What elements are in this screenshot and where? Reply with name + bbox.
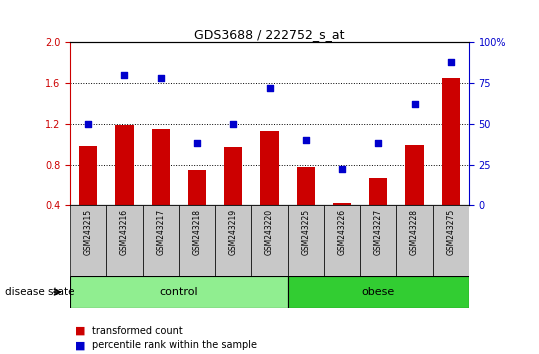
Point — [374, 141, 383, 146]
Point — [410, 102, 419, 107]
Bar — [115, 125, 134, 205]
Point — [446, 59, 455, 65]
Bar — [369, 178, 388, 205]
Text: percentile rank within the sample: percentile rank within the sample — [92, 340, 257, 350]
Bar — [224, 147, 243, 205]
Bar — [143, 205, 179, 276]
Bar — [215, 205, 251, 276]
Point — [120, 72, 129, 78]
Bar — [333, 203, 351, 205]
Text: GSM243228: GSM243228 — [410, 209, 419, 255]
Text: obese: obese — [362, 287, 395, 297]
Point — [192, 141, 201, 146]
Text: GSM243218: GSM243218 — [192, 209, 202, 255]
Bar — [151, 129, 170, 205]
Bar — [179, 205, 215, 276]
Text: GSM243225: GSM243225 — [301, 209, 310, 255]
Text: GSM243227: GSM243227 — [374, 209, 383, 255]
Point — [84, 121, 93, 127]
Point — [229, 121, 238, 127]
Text: ■: ■ — [75, 340, 86, 350]
Bar — [324, 205, 360, 276]
Text: GSM243216: GSM243216 — [120, 209, 129, 255]
Bar — [433, 205, 469, 276]
Bar — [360, 205, 396, 276]
Text: GSM243217: GSM243217 — [156, 209, 165, 255]
Point — [338, 167, 347, 172]
Bar — [70, 276, 288, 308]
Bar — [251, 205, 288, 276]
Bar — [288, 205, 324, 276]
Bar — [106, 205, 143, 276]
Text: GSM243226: GSM243226 — [337, 209, 347, 255]
Bar — [405, 145, 424, 205]
Bar — [188, 170, 206, 205]
Text: GSM243219: GSM243219 — [229, 209, 238, 255]
Text: disease state: disease state — [5, 287, 75, 297]
Point — [301, 137, 310, 143]
Bar — [296, 167, 315, 205]
Text: control: control — [160, 287, 198, 297]
Bar — [260, 131, 279, 205]
Text: ■: ■ — [75, 326, 86, 336]
Bar — [288, 276, 469, 308]
Text: GSM243215: GSM243215 — [84, 209, 93, 255]
Text: transformed count: transformed count — [92, 326, 182, 336]
Bar — [442, 78, 460, 205]
Text: GSM243275: GSM243275 — [446, 209, 455, 255]
Bar — [396, 205, 433, 276]
Point — [265, 85, 274, 91]
Title: GDS3688 / 222752_s_at: GDS3688 / 222752_s_at — [194, 28, 345, 41]
Bar — [79, 146, 97, 205]
Point — [156, 75, 165, 81]
Bar — [70, 205, 106, 276]
Text: GSM243220: GSM243220 — [265, 209, 274, 255]
